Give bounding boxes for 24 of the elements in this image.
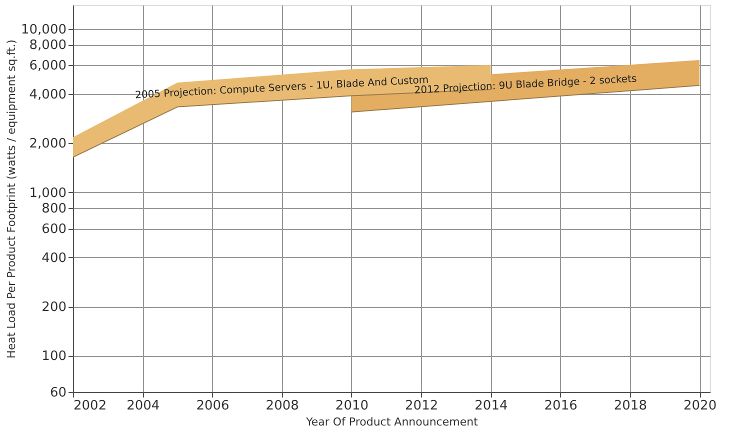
- y-tick-label: 800: [42, 202, 66, 217]
- y-tick-label: 1,000: [29, 186, 66, 201]
- x-tick-label: 2002: [74, 398, 107, 414]
- y-tick-label: 200: [42, 300, 66, 316]
- x-tick-label: 2004: [126, 398, 160, 414]
- y-axis-title: Heat Load Per Product Footprint (watts / equipment sq.ft.): [5, 40, 18, 358]
- x-tick-label: 2018: [614, 398, 647, 414]
- x-tick-label: 2016: [544, 398, 578, 414]
- x-tick-label: 2020: [684, 398, 717, 414]
- y-tick-label: 10,000: [21, 22, 66, 38]
- y-tick-label: 60: [50, 386, 66, 400]
- x-tick-label: 2010: [335, 398, 369, 414]
- x-tick-label: 2014: [474, 398, 508, 414]
- x-tick-label: 2012: [405, 398, 438, 414]
- x-tick-label: 2008: [266, 398, 299, 414]
- y-tick-label: 8,000: [29, 38, 66, 54]
- y-tick-label: 2,000: [29, 136, 66, 152]
- y-tick-label: 400: [42, 250, 66, 266]
- x-tick-label: 2006: [196, 398, 230, 414]
- y-tick-label: 100: [42, 349, 66, 364]
- y-tick-label: 6,000: [29, 58, 66, 74]
- y-tick-label: 600: [42, 222, 66, 238]
- y-tick-label: 4,000: [29, 87, 66, 102]
- x-axis-title: Year Of Product Announcement: [305, 416, 479, 428]
